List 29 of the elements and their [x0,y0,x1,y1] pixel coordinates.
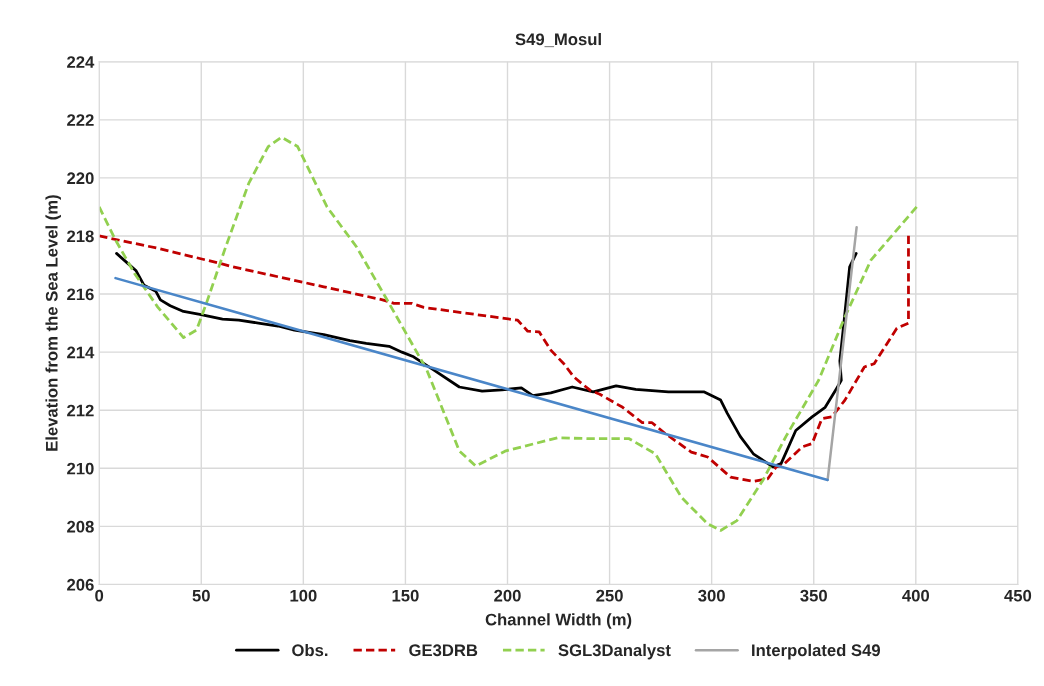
x-axis-title: Channel Width (m) [485,613,632,629]
x-tick-label: 400 [902,589,930,602]
line-series [99,135,919,532]
legend-label: Obs. [292,643,328,657]
x-tick-label: 100 [290,589,317,602]
y-tick-label: 214 [67,346,95,359]
x-tick-label: 450 [1004,589,1032,602]
x-tick-label: 0 [95,589,104,602]
legend-label: GE3DRB [409,644,478,657]
y-tick-label: 216 [67,288,94,301]
legend-label: Interpolated S49 [752,643,881,660]
x-tick-label: 250 [596,589,623,602]
y-tick-label: 222 [67,114,94,126]
x-tick-label: 50 [192,589,210,602]
y-tick-label: 208 [67,520,94,533]
x-tick-label: 300 [698,589,725,602]
y-tick-label: 210 [67,462,94,475]
line-series [99,233,910,483]
y-tick-label: 224 [67,56,95,68]
y-axis-title: Elevation from the Sea Level (m) [45,195,61,451]
y-tick-label: 206 [67,578,94,591]
x-tick-label: 200 [494,589,521,602]
x-tick-label: 150 [392,589,419,602]
chart-title: S49_Mosul [515,33,601,48]
y-tick-label: 220 [67,172,94,185]
y-tick-label: 218 [67,230,94,243]
y-tick-label: 212 [67,404,94,417]
legend-label: SGL3Danalyst [558,643,671,660]
x-tick-label: 350 [800,589,827,602]
